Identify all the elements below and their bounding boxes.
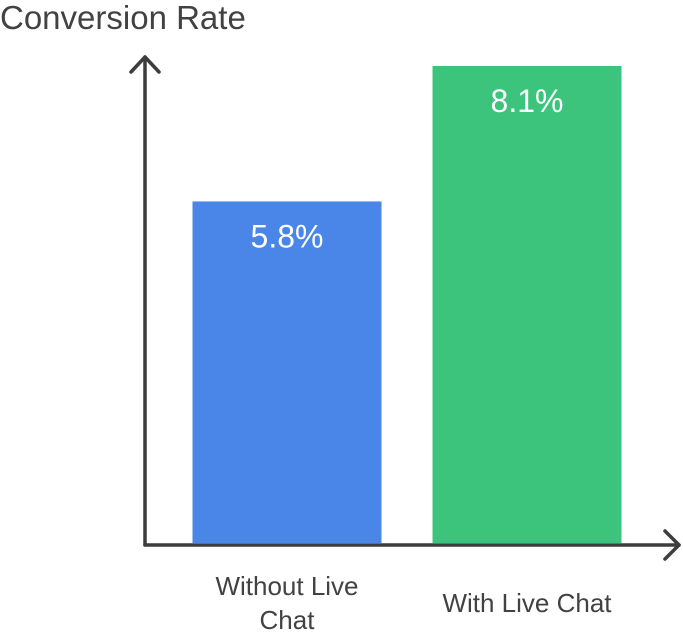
- x-axis-arrow-icon: [663, 529, 681, 561]
- value-label-without-live-chat: 5.8%: [251, 218, 324, 254]
- y-axis-arrow-icon: [129, 55, 161, 74]
- value-label-with-live-chat: 8.1%: [491, 83, 564, 119]
- y-axis-title: Conversion Rate: [0, 0, 246, 36]
- value-labels-group: 5.8% 8.1%: [251, 83, 564, 254]
- bar-without-live-chat: [192, 201, 382, 543]
- category-labels-group: Without Live Chat With Live Chat: [215, 571, 612, 633]
- bars-group: [192, 66, 622, 543]
- category-label-without-live-chat: Without Live Chat: [215, 571, 358, 633]
- bar-with-live-chat: [432, 66, 622, 543]
- category-label-with-live-chat: With Live Chat: [442, 588, 612, 618]
